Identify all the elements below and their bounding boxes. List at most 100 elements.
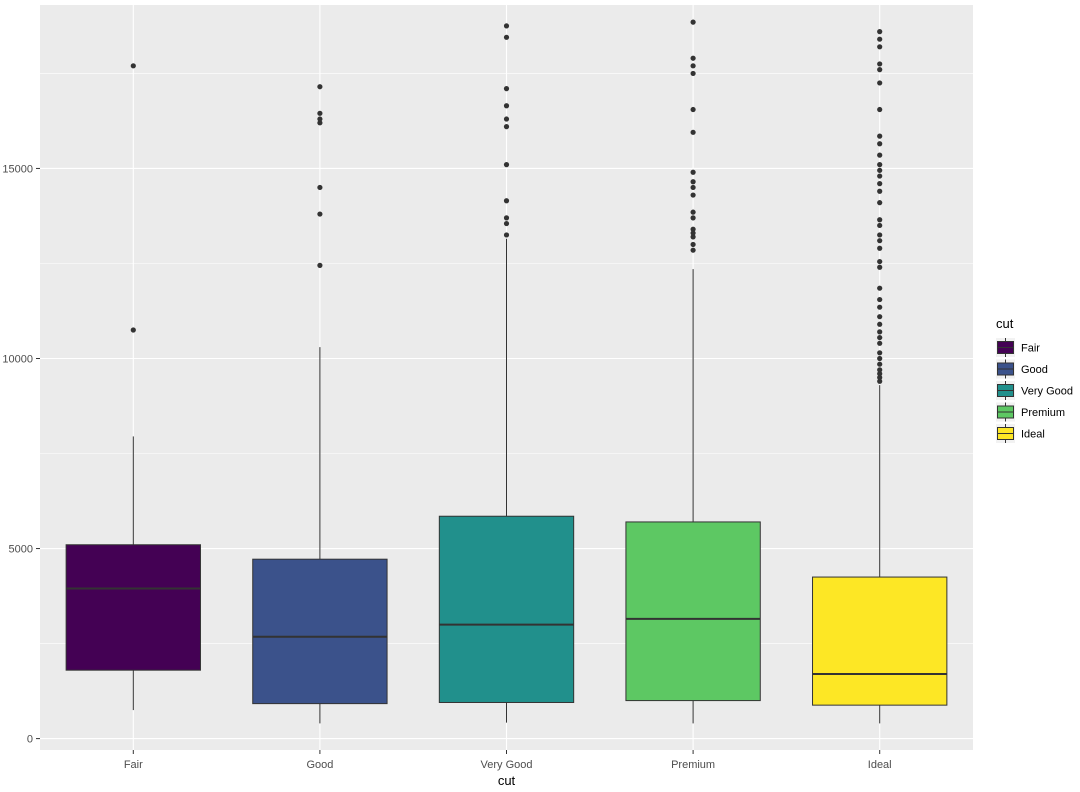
- outlier-point: [690, 106, 696, 113]
- outlier-point: [690, 234, 696, 240]
- outlier-point: [317, 262, 323, 268]
- legend-label: Very Good: [1021, 386, 1073, 398]
- outlier-point: [690, 192, 696, 198]
- outlier-point: [877, 285, 883, 291]
- outlier-point: [877, 133, 883, 139]
- outlier-point: [690, 179, 696, 185]
- x-axis: Fair Good Very Good Premium Ideal: [124, 750, 892, 771]
- outlier-point: [503, 34, 510, 40]
- x-tick-label: Good: [306, 759, 333, 771]
- outlier-point: [690, 209, 696, 215]
- legend-key: Fair: [996, 338, 1040, 357]
- outlier-point: [877, 217, 883, 223]
- outlier-point: [503, 198, 510, 204]
- outlier-point: [130, 327, 136, 333]
- outlier-point: [690, 226, 696, 232]
- outlier-point: [877, 238, 883, 244]
- outlier-point: [877, 61, 883, 67]
- outlier-point: [877, 181, 883, 187]
- box-series: [65, 19, 948, 724]
- outlier-point: [877, 374, 883, 381]
- outlier-point: [503, 232, 510, 238]
- outlier-point: [690, 247, 696, 253]
- legend-title: cut: [996, 316, 1014, 331]
- outlier-point: [317, 110, 323, 116]
- outlier-point: [690, 230, 696, 236]
- outlier-point: [877, 264, 883, 270]
- outlier-point: [690, 19, 696, 25]
- outlier-point: [877, 245, 883, 251]
- outlier-point: [877, 173, 883, 179]
- outlier-point: [877, 334, 883, 341]
- y-tick-label: 10000: [2, 353, 33, 365]
- outlier-point: [503, 23, 510, 29]
- outlier-point: [690, 129, 696, 135]
- outlier-point: [877, 350, 883, 356]
- outlier-point: [877, 361, 883, 367]
- outlier-point: [877, 232, 883, 238]
- y-axis: 0 5000 10000 15000: [2, 163, 40, 746]
- outlier-point: [877, 371, 883, 377]
- outlier-point: [877, 106, 883, 113]
- box-very-good: [438, 23, 575, 723]
- box-iqr: [812, 576, 948, 706]
- box-good: [252, 84, 388, 724]
- legend-label: Ideal: [1021, 429, 1045, 441]
- outlier-point: [317, 120, 323, 126]
- legend-key: Ideal: [996, 424, 1045, 443]
- outlier-point: [877, 67, 883, 73]
- outlier-point: [877, 162, 883, 168]
- outlier-point: [503, 103, 510, 109]
- outlier-point: [877, 80, 883, 86]
- box-premium: [625, 19, 761, 724]
- legend-key: Premium: [996, 402, 1065, 422]
- outlier-point: [877, 340, 883, 346]
- outlier-point: [690, 215, 696, 221]
- legend-key: Very Good: [996, 381, 1073, 400]
- outlier-point: [503, 215, 510, 221]
- outlier-point: [877, 304, 883, 310]
- outlier-point: [503, 86, 510, 92]
- legend-key: Good: [996, 359, 1048, 379]
- outlier-point: [503, 124, 510, 130]
- outlier-point: [317, 84, 323, 90]
- outlier-point: [877, 378, 883, 384]
- y-tick-label: 0: [27, 734, 33, 746]
- outlier-point: [877, 321, 883, 327]
- outlier-point: [690, 63, 696, 69]
- y-tick-label: 5000: [9, 544, 33, 556]
- outlier-point: [877, 141, 883, 147]
- legend-label: Good: [1021, 364, 1048, 376]
- legend-label: Premium: [1021, 407, 1065, 419]
- outlier-point: [690, 184, 696, 191]
- outlier-point: [877, 152, 883, 158]
- outlier-point: [877, 355, 883, 362]
- box-iqr: [252, 558, 388, 705]
- outlier-point: [877, 36, 883, 42]
- outlier-point: [317, 184, 323, 191]
- outlier-point: [690, 70, 696, 77]
- outlier-point: [503, 220, 510, 227]
- box-ideal: [812, 29, 948, 724]
- box-iqr: [625, 521, 761, 702]
- outlier-point: [877, 188, 883, 194]
- box-iqr: [65, 544, 201, 671]
- outlier-point: [503, 162, 510, 168]
- outlier-point: [690, 169, 696, 175]
- x-tick-label: Fair: [124, 759, 143, 771]
- legend-label: Fair: [1021, 343, 1040, 355]
- outlier-point: [877, 44, 883, 50]
- y-tick-label: 15000: [2, 163, 33, 175]
- box-fair: [65, 63, 201, 711]
- outlier-point: [690, 241, 696, 248]
- x-axis-title: cut: [498, 773, 516, 788]
- outlier-point: [317, 211, 323, 217]
- outlier-point: [877, 29, 883, 35]
- x-tick-label: Premium: [671, 759, 715, 771]
- outlier-point: [317, 116, 323, 122]
- outlier-point: [877, 329, 883, 335]
- outlier-point: [877, 200, 883, 206]
- outlier-point: [877, 296, 883, 303]
- outlier-point: [877, 258, 883, 265]
